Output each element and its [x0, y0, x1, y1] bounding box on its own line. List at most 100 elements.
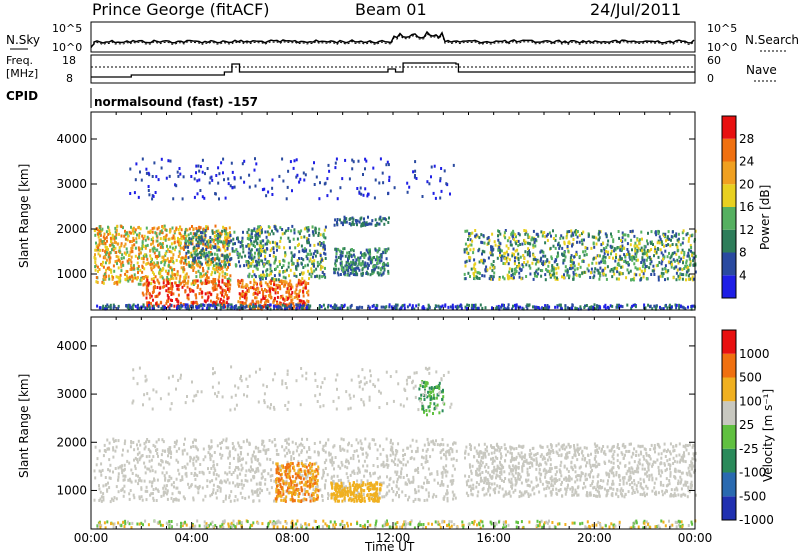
- velocity-cell: [202, 498, 205, 502]
- power-cell: [272, 251, 275, 254]
- power-cell: [130, 274, 133, 278]
- power-cell: [331, 306, 334, 309]
- velocity-cell: [167, 479, 170, 483]
- velocity-cell: [322, 474, 325, 478]
- power-cell: [191, 265, 194, 269]
- noise-left-tick-bottom: 10^0: [52, 41, 82, 54]
- power-cell: [144, 238, 147, 242]
- power-cell: [340, 267, 343, 270]
- power-cell: [650, 260, 653, 264]
- power-cell: [199, 275, 202, 279]
- power-cell: [267, 233, 270, 237]
- velocity-cell: [372, 472, 375, 476]
- power-cell: [595, 236, 598, 240]
- power-cell: [218, 172, 221, 176]
- velocity-cell: [117, 490, 120, 494]
- power-cell: [309, 257, 312, 261]
- power-cell: [637, 246, 640, 250]
- velocity-cell: [132, 441, 135, 444]
- power-cell: [688, 263, 691, 267]
- power-cell: [189, 305, 192, 309]
- power-cell: [374, 218, 377, 222]
- power-cell: [574, 253, 577, 257]
- power-cell: [168, 278, 171, 282]
- power-cell: [220, 260, 223, 264]
- velocity-cell: [238, 459, 241, 462]
- power-cell: [319, 233, 322, 237]
- power-cell: [690, 307, 693, 311]
- power-cell: [387, 271, 390, 275]
- power-cell: [372, 303, 375, 307]
- power-cell: [681, 277, 684, 281]
- velocity-cell: [296, 445, 299, 449]
- power-cell: [235, 304, 238, 308]
- power-cell: [305, 255, 308, 259]
- power-cell: [182, 256, 185, 260]
- velocity-cell: [197, 456, 200, 460]
- power-cell: [127, 306, 130, 310]
- power-cell: [210, 261, 213, 264]
- colorbar-segment: [722, 207, 736, 230]
- colorbar-segment: [722, 138, 736, 162]
- power-cell: [142, 244, 145, 248]
- power-cell: [209, 251, 212, 254]
- power-cell: [692, 304, 695, 308]
- power-cell: [182, 235, 185, 238]
- power-cell: [213, 286, 215, 290]
- velocity-cell: [103, 449, 106, 452]
- power-cell: [595, 242, 598, 246]
- power-cell: [130, 266, 133, 270]
- power-cell: [262, 262, 265, 266]
- power-cell: [198, 178, 201, 182]
- velocity-cell: [394, 493, 397, 497]
- power-cell: [129, 240, 132, 244]
- velocity-cell: [420, 463, 423, 466]
- power-cell: [347, 268, 350, 272]
- power-cell: [610, 252, 612, 256]
- power-cell: [227, 177, 230, 181]
- power-cell: [200, 235, 203, 239]
- power-cell: [303, 279, 306, 283]
- power-cell: [368, 255, 371, 259]
- power-cell: [94, 265, 97, 269]
- power-cell: [304, 173, 307, 177]
- power-cell: [154, 255, 157, 258]
- power-cell: [259, 279, 262, 283]
- power-cell: [109, 232, 112, 236]
- power-cell: [212, 301, 215, 304]
- power-cell: [388, 216, 390, 220]
- velocity-cell: [261, 475, 264, 479]
- power-cell: [136, 261, 139, 265]
- velocity-cell: [327, 497, 329, 500]
- power-cell: [336, 306, 339, 310]
- power-cell: [216, 253, 219, 257]
- velocity-cell: [212, 483, 215, 487]
- power-cell: [207, 296, 210, 300]
- power-cell: [292, 237, 295, 241]
- power-cell: [103, 276, 106, 280]
- power-cell: [171, 246, 174, 250]
- power-cell: [559, 244, 561, 248]
- velocity-cell: [145, 485, 148, 489]
- velocity-cell: [172, 499, 175, 503]
- power-cell: [151, 197, 154, 201]
- power-cell: [667, 243, 670, 247]
- velocity-cell: [295, 449, 298, 453]
- power-cell: [258, 263, 261, 267]
- velocity-cell: [146, 438, 149, 441]
- power-cell: [441, 304, 444, 308]
- velocity-cell: [149, 469, 152, 473]
- power-cell: [569, 307, 572, 311]
- power-cell: [512, 276, 515, 280]
- power-cell: [688, 237, 690, 240]
- power-cell: [172, 276, 175, 280]
- power-cell: [127, 303, 130, 307]
- power-cell: [298, 180, 301, 184]
- power-cell: [303, 235, 306, 239]
- velocity-cell: [250, 457, 253, 461]
- power-cell: [604, 306, 607, 310]
- power-cell: [115, 241, 117, 245]
- velocity-cell: [396, 480, 399, 484]
- power-cell: [365, 272, 368, 275]
- power-data: [93, 157, 697, 311]
